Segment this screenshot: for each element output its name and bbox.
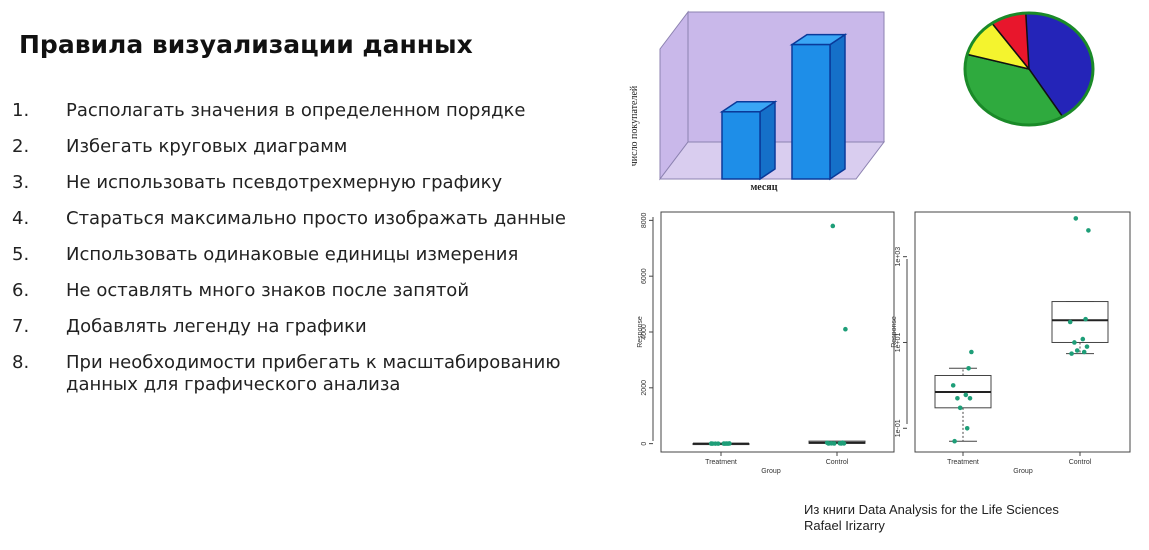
- rule-number: 4.: [12, 208, 30, 229]
- plot-frame: [660, 211, 895, 453]
- rule-number: 1.: [12, 100, 30, 121]
- data-point: [964, 425, 970, 431]
- boxplot-log: 1e-01 1e+01 1e+03 Treatment Control Respons…: [891, 211, 1131, 475]
- rule-text: Использовать одинаковые единицы измерени…: [66, 244, 519, 265]
- rule-item: 6. Не оставлять много знаков после запято…: [12, 280, 612, 302]
- x-tick-label: Treatment: [705, 459, 737, 466]
- rule-text: Располагать значения в определенном поря…: [66, 100, 526, 121]
- data-point: [950, 383, 956, 388]
- data-point: [708, 441, 714, 446]
- bar: [721, 111, 761, 180]
- x-tick-label: Control: [826, 459, 849, 466]
- plot-frame: [914, 211, 1131, 453]
- data-point: [952, 438, 957, 444]
- x-tick-label: Control: [1069, 459, 1092, 466]
- data-point: [1080, 336, 1086, 342]
- rule-number: 3.: [12, 172, 30, 193]
- y-tick-label: 4000: [641, 324, 648, 340]
- data-point: [840, 440, 845, 445]
- rule-text: Не использовать псевдотрехмерную графику: [66, 172, 503, 193]
- data-point: [1083, 316, 1088, 322]
- rule-text: Стараться максимально просто изображать …: [66, 208, 566, 229]
- data-point: [1067, 319, 1073, 325]
- y-axis-label: Response: [891, 316, 898, 348]
- rule-item: 1. Располагать значения в определенном по…: [12, 100, 612, 122]
- rule-number: 2.: [12, 136, 30, 157]
- y-tick-label: 1e-01: [895, 419, 902, 437]
- citation-book: Из книги Data Analysis for the Life Scie…: [804, 502, 1059, 517]
- data-point: [824, 440, 830, 446]
- data-point: [1074, 348, 1080, 353]
- citation: Из книги Data Analysis for the Life Scie…: [804, 502, 1059, 534]
- chart-back-wall: [687, 11, 885, 143]
- y-tick-label: 1e+03: [895, 247, 902, 267]
- data-point: [1069, 351, 1074, 356]
- citation-author: Rafael Irizarry: [804, 518, 885, 533]
- data-point: [1072, 340, 1077, 345]
- rule-item: 7. Добавлять легенду на графики: [12, 316, 612, 338]
- box: [1051, 301, 1109, 343]
- y-tick-label: 2000: [641, 380, 648, 396]
- bar-side: [829, 33, 846, 181]
- rule-text: Не оставлять много знаков после запятой: [66, 280, 470, 301]
- rule-item: 2. Избегать круговых диаграмм: [12, 136, 612, 158]
- data-point: [727, 441, 732, 446]
- rules-list: 1. Располагать значения в определенном по…: [12, 100, 612, 410]
- data-point: [1081, 349, 1087, 355]
- slide-title: Правила визуализации данных: [19, 30, 473, 59]
- data-point: [713, 441, 718, 446]
- boxplot-linear: 0 2000 4000 6000 8000 Treatment Control Respo…: [637, 211, 895, 475]
- data-point: [829, 441, 834, 446]
- data-point: [966, 366, 971, 371]
- data-point: [843, 326, 848, 332]
- data-point: [1084, 344, 1090, 349]
- rule-number: 8.: [12, 352, 30, 373]
- rule-item: 4. Стараться максимально просто изображат…: [12, 208, 612, 230]
- data-point: [1073, 216, 1079, 221]
- rule-text: Избегать круговых диаграмм: [66, 136, 348, 157]
- pseudo-3d-bar-chart: число покупателей месяц: [629, 10, 886, 193]
- y-tick-label: 1e+01: [895, 333, 902, 353]
- rule-number: 5.: [12, 244, 30, 265]
- bar: [791, 43, 831, 180]
- data-point: [955, 395, 960, 401]
- data-point: [957, 405, 963, 411]
- rule-number: 7.: [12, 316, 30, 337]
- data-point: [963, 392, 969, 398]
- rule-item: 3. Не использовать псевдотрехмерную графи…: [12, 172, 612, 194]
- rule-item: 5. Использовать одинаковые единицы измере…: [12, 244, 612, 266]
- rule-item: 8. При необходимости прибегать к масштаби…: [12, 352, 612, 396]
- data-point: [830, 223, 836, 229]
- data-point: [969, 349, 974, 355]
- bar-side: [759, 100, 776, 181]
- y-axis-label: Response: [637, 316, 644, 348]
- pie-chart: [963, 11, 1095, 127]
- data-point: [967, 395, 973, 401]
- rule-number: 6.: [12, 280, 30, 301]
- x-axis-label: Group: [1013, 468, 1033, 475]
- x-axis-label: Group: [761, 468, 781, 475]
- data-point: [1086, 228, 1091, 233]
- y-axis-label: число покупателей: [629, 85, 640, 166]
- y-tick-label: 8000: [641, 212, 648, 228]
- rule-text: Добавлять легенду на графики: [66, 316, 367, 337]
- y-tick-label: 0: [641, 442, 648, 446]
- rule-text: При необходимости прибегать к масштабиро…: [66, 352, 561, 395]
- x-tick-label: Treatment: [947, 459, 979, 466]
- y-tick-label: 6000: [641, 268, 648, 284]
- x-axis-label: месяц: [751, 182, 778, 193]
- pie-outline: [963, 11, 1095, 127]
